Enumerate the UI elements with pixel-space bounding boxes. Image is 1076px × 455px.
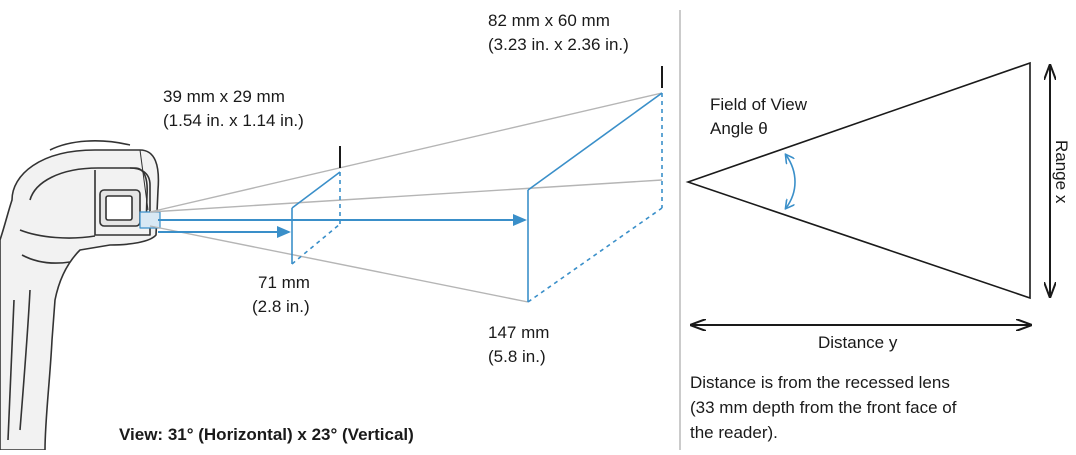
fov-guide-lines: [149, 92, 663, 303]
note-line2: (33 mm depth from the front face of: [690, 398, 957, 417]
distance-label: Distance y: [818, 333, 898, 352]
fov-schematic: [685, 61, 1031, 300]
note-line1: Distance is from the recessed lens: [690, 373, 950, 392]
near-distance-in: (2.8 in.): [252, 297, 310, 316]
fov-label-line1: Field of View: [710, 95, 808, 114]
near-scan-window: [291, 171, 341, 265]
barcode-scanner-icon: [0, 140, 161, 451]
beam-arrows: [158, 214, 527, 238]
fov-label-line2: Angle θ: [710, 119, 768, 138]
near-window-size-mm: 39 mm x 29 mm: [163, 87, 285, 106]
near-distance-mm: 71 mm: [258, 273, 310, 292]
view-angle-caption: View: 31° (Horizontal) x 23° (Vertical): [119, 425, 414, 444]
leader-ticks: [339, 66, 663, 168]
far-scan-window: [527, 92, 663, 303]
fov-angle-arc: [786, 155, 796, 208]
far-window-size-mm: 82 mm x 60 mm: [488, 11, 610, 30]
note-line3: the reader).: [690, 423, 778, 442]
near-window-size-in: (1.54 in. x 1.14 in.): [163, 111, 304, 130]
far-window-size-in: (3.23 in. x 2.36 in.): [488, 35, 629, 54]
far-distance-in: (5.8 in.): [488, 347, 546, 366]
far-distance-mm: 147 mm: [488, 323, 550, 342]
range-label: Range x: [1052, 140, 1071, 204]
